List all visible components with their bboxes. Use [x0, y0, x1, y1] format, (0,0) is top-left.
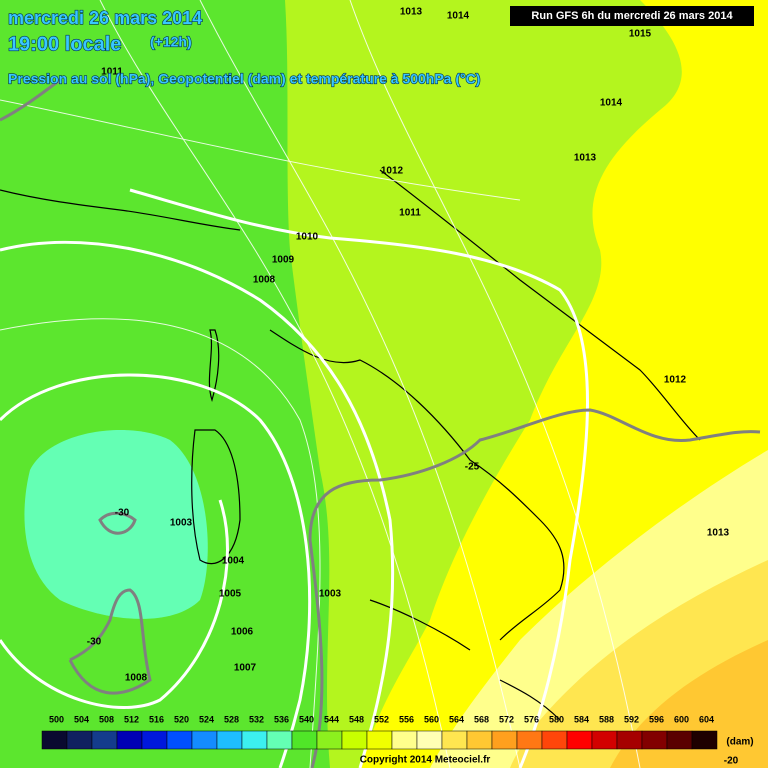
legend-label: 516	[149, 714, 164, 724]
isobar-label: 1005	[219, 589, 242, 600]
legend-label: 544	[324, 714, 339, 724]
legend-label: 584	[574, 714, 589, 724]
legend-label: 520	[174, 714, 189, 724]
legend-swatch	[91, 730, 118, 750]
isobar-label: 1014	[447, 11, 470, 22]
legend-swatch	[491, 730, 518, 750]
isobar-label: 1003	[170, 518, 193, 529]
legend-label: 596	[649, 714, 664, 724]
isotherm-label: -25	[465, 462, 480, 473]
legend-label: 592	[624, 714, 639, 724]
run-box	[510, 6, 754, 26]
map-labels: 1013 1014 1015 1014 1013 1012 1011 1010 1009 1008…	[87, 7, 739, 767]
isotherm-label: -30	[87, 637, 102, 648]
isobar-label: 1009	[272, 255, 295, 266]
legend-swatch	[316, 730, 343, 750]
legend-swatch	[141, 730, 168, 750]
legend-label: 524	[199, 714, 214, 724]
legend-swatch	[116, 730, 143, 750]
legend-label: 540	[299, 714, 314, 724]
isobar-label: 1014	[600, 98, 623, 109]
isobar-label: 1003	[319, 589, 342, 600]
legend-label: 588	[599, 714, 614, 724]
legend-label: 560	[424, 714, 439, 724]
subtitle: Pression au sol (hPa), Geopotentiel (dam…	[8, 71, 480, 87]
legend: 500 504 508 512 516 520 524 528 532 536 540 544 548 5…	[41, 714, 718, 750]
isotherm-label: -30	[115, 508, 130, 519]
legend-label: 568	[474, 714, 489, 724]
legend-swatch	[541, 730, 568, 750]
legend-swatch	[516, 730, 543, 750]
isobar-label: 1011	[399, 208, 421, 219]
legend-swatch	[341, 730, 368, 750]
legend-label: 548	[349, 714, 364, 724]
geopotential-lines	[0, 0, 641, 769]
legend-swatch	[366, 730, 393, 750]
legend-swatch	[666, 730, 693, 750]
legend-swatch	[641, 730, 668, 750]
legend-label: 600	[674, 714, 689, 724]
legend-label: 564	[449, 714, 464, 724]
legend-swatch	[191, 730, 218, 750]
legend-swatch	[591, 730, 618, 750]
legend-label: 500	[49, 714, 64, 724]
legend-label: 552	[374, 714, 389, 724]
legend-unit: (dam)	[726, 737, 753, 748]
valid-time: 19:00 locale	[8, 33, 121, 55]
legend-swatch	[166, 730, 193, 750]
legend-swatch	[291, 730, 318, 750]
legend-swatch	[616, 730, 643, 750]
legend-label: 528	[224, 714, 239, 724]
map-title: mercredi 26 mars 2014	[8, 8, 202, 28]
legend-swatch	[566, 730, 593, 750]
isotherms	[0, 78, 761, 769]
coastlines	[0, 169, 701, 721]
isobar-label: 1008	[253, 275, 276, 286]
legend-swatch	[66, 730, 93, 750]
isobars	[0, 188, 589, 769]
legend-swatch	[441, 730, 468, 750]
isotherm-label: -20	[724, 756, 739, 767]
legend-label: 556	[399, 714, 414, 724]
isobar-label: 1011	[101, 67, 123, 78]
legend-swatch	[216, 730, 243, 750]
copyright: Copyright 2014 Meteociel.fr	[360, 755, 491, 766]
legend-label: 512	[124, 714, 139, 724]
isobar-label: 1013	[574, 153, 597, 164]
legend-swatch	[41, 730, 68, 750]
run-label: Run GFS 6h du mercredi 26 mars 2014	[531, 10, 733, 22]
isobar-label: 1012	[381, 166, 404, 177]
zone-536	[24, 430, 208, 619]
legend-label: 580	[549, 714, 564, 724]
isobar-label: 1012	[664, 375, 687, 386]
legend-label: 536	[274, 714, 289, 724]
isobar-label: 1004	[222, 556, 245, 567]
legend-label: 572	[499, 714, 514, 724]
isobar-label: 1008	[125, 673, 148, 684]
legend-swatch	[466, 730, 493, 750]
isobar-label: 1006	[231, 627, 254, 638]
isobar-label: 1007	[234, 663, 257, 674]
legend-swatch	[691, 730, 718, 750]
legend-label: 576	[524, 714, 539, 724]
legend-swatch	[266, 730, 293, 750]
isobar-label: 1013	[400, 7, 423, 18]
isobar-label: 1015	[629, 29, 652, 40]
legend-label: 532	[249, 714, 264, 724]
legend-label: 504	[74, 714, 89, 724]
legend-swatch	[391, 730, 418, 750]
legend-swatch	[241, 730, 268, 750]
legend-label: 604	[699, 714, 714, 724]
isobar-label: 1013	[707, 528, 730, 539]
isobar-label: 1010	[296, 232, 319, 243]
legend-swatch	[416, 730, 443, 750]
lead-time: (+12h)	[150, 34, 192, 50]
legend-label: 508	[99, 714, 114, 724]
